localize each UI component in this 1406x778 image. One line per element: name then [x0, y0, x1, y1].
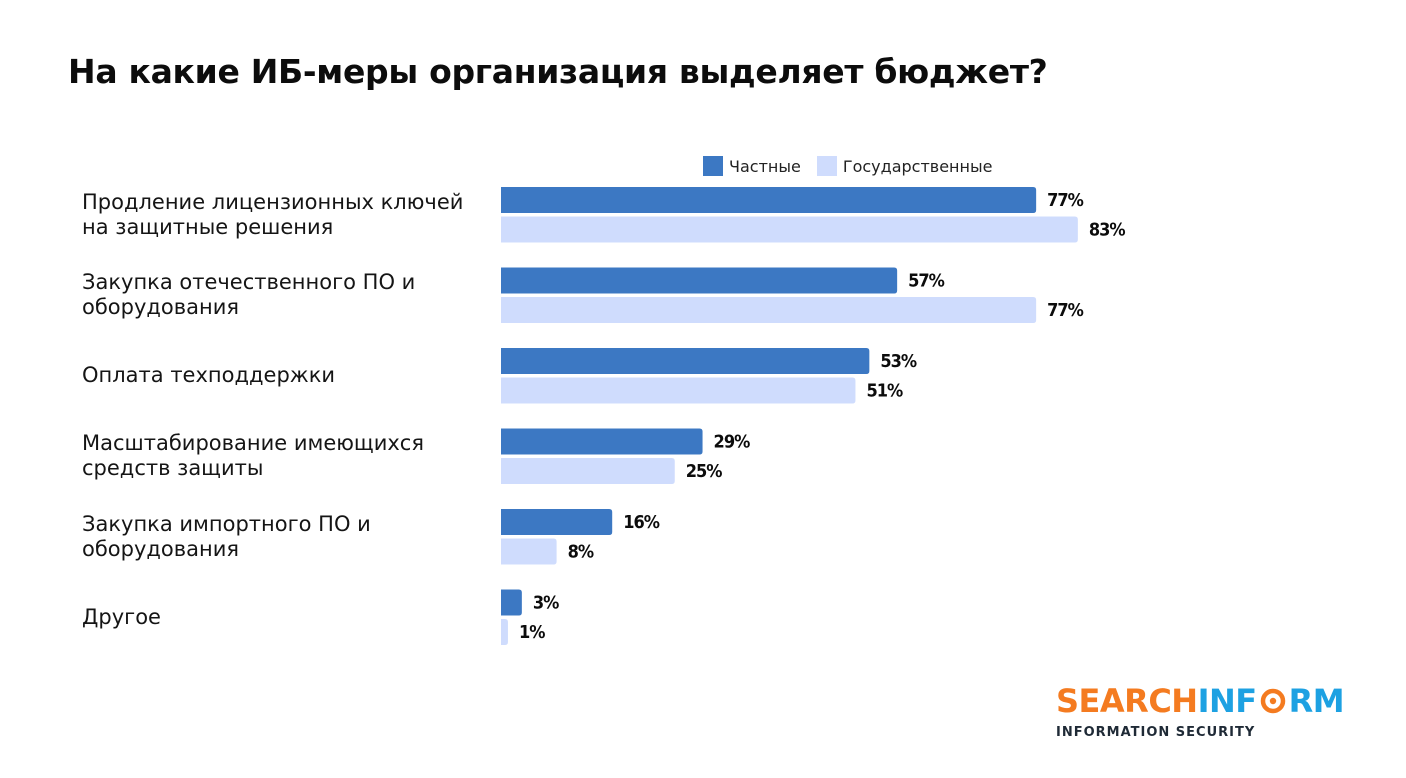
bar-state [501, 538, 557, 565]
category-label: Продление лицензионных ключей на защитны… [82, 189, 464, 239]
legend-swatch-state [816, 156, 837, 176]
bar-state [501, 458, 675, 484]
value-label-private: 57% [908, 271, 945, 292]
value-label-state: 1% [519, 622, 545, 643]
bar-private [501, 348, 870, 374]
value-label-private: 77% [1047, 190, 1084, 211]
logo-inform-text: INF [1197, 682, 1258, 720]
bar-state [501, 619, 508, 645]
category-label: Закупка отечественного ПО и оборудования [82, 270, 416, 320]
searchinform-logo: SEARCHINF RM INFORMATION SECURITY [1056, 682, 1345, 740]
value-label-state: 77% [1047, 300, 1084, 321]
bar-private [501, 428, 703, 455]
legend-item-private: Частные [703, 156, 801, 176]
value-label-private: 3% [533, 593, 559, 614]
value-label-state: 25% [686, 461, 723, 482]
category-label: Оплата техподдержки [82, 363, 336, 388]
legend-item-state: Государственные [816, 156, 993, 176]
bar-state [501, 297, 1037, 323]
bar-state [501, 216, 1078, 243]
bar-state [501, 377, 856, 404]
category-label: Масштабирование имеющихся средств защиты [82, 431, 424, 481]
value-label-state: 8% [568, 542, 594, 563]
chart-title: На какие ИБ-меры организация выделяет бю… [68, 52, 1048, 91]
value-label-state: 83% [1089, 220, 1126, 241]
value-label-private: 29% [714, 432, 751, 453]
logo-target-icon [1260, 688, 1285, 714]
bar-private [501, 509, 613, 535]
logo-rm-text: RM [1288, 682, 1345, 720]
value-label-private: 53% [880, 351, 917, 372]
legend: Частные Государственные [703, 154, 992, 178]
logo-wordmark: SEARCHINF RM [1056, 682, 1345, 720]
bar-private [501, 267, 898, 294]
legend-label-state: Государственные [842, 156, 993, 176]
category-label: Другое [82, 604, 161, 629]
logo-tagline: INFORMATION SECURITY [1056, 725, 1256, 740]
legend-swatch-private [703, 156, 723, 176]
value-label-private: 16% [623, 512, 660, 533]
bar-private [501, 589, 522, 616]
logo-search-text: SEARCH [1056, 682, 1198, 720]
bar-private [501, 187, 1037, 213]
legend-label-private: Частные [729, 156, 801, 176]
value-label-state: 51% [866, 381, 903, 402]
category-label: Закупка импортного ПО и оборудования [82, 511, 371, 561]
